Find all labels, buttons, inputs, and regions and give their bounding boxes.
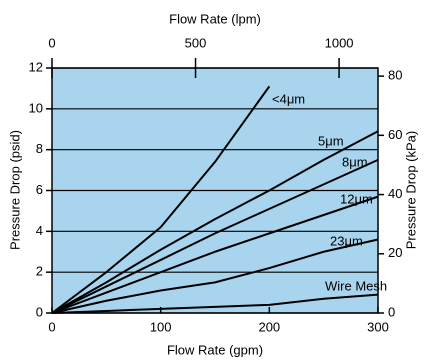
series-label: 23μm <box>330 233 363 248</box>
y2-tick-label: 80 <box>388 68 402 83</box>
series-label: 12μm <box>340 191 373 206</box>
line-series <box>51 158 379 314</box>
plot-frame <box>51 67 379 314</box>
series-label: Wire Mesh <box>325 278 387 293</box>
y-tick-label: 10 <box>29 100 43 115</box>
y-tick-label: 2 <box>36 264 43 279</box>
y-tick-label: 6 <box>36 182 43 197</box>
line-series <box>51 195 379 314</box>
x2-tick-label: 0 <box>48 35 55 50</box>
line-series <box>51 130 379 314</box>
y-tick-label: 8 <box>36 141 43 156</box>
y2-tick-label: 60 <box>388 127 402 142</box>
series-label: 5μm <box>318 133 344 148</box>
x2-tick-label: 500 <box>185 35 207 50</box>
x-tick-label: 200 <box>258 319 280 334</box>
series-label: 8μm <box>342 154 368 169</box>
y-axis-label: Pressure Drop (psid) <box>7 130 22 250</box>
line-series <box>51 85 271 314</box>
x-axis-label: Flow Rate (gpm) <box>167 342 263 357</box>
series-label: <4μm <box>272 91 305 106</box>
y2-tick-label: 0 <box>388 304 395 319</box>
line-series <box>51 293 379 314</box>
x-tick-label: 0 <box>48 319 55 334</box>
line-series <box>51 238 379 314</box>
y2-tick-label: 20 <box>388 245 402 260</box>
y-tick-label: 0 <box>36 304 43 319</box>
x-tick-label: 100 <box>150 319 172 334</box>
y2-axis-label: Pressure Drop (kPa) <box>403 131 418 249</box>
y-tick-label: 12 <box>29 59 43 74</box>
y2-tick-label: 40 <box>388 186 402 201</box>
top-axis-label: Flow Rate (lpm) <box>169 11 261 26</box>
x2-tick-label: 1000 <box>325 35 354 50</box>
x-tick-label: 300 <box>367 319 389 334</box>
y-tick-label: 4 <box>36 223 43 238</box>
